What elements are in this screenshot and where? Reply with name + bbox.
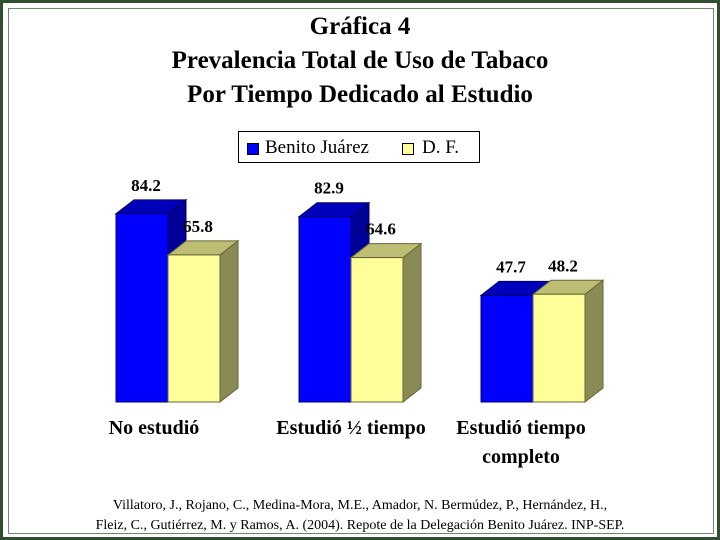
- chart-title-line-3: Por Tiempo Dedicado al Estudio: [187, 81, 533, 108]
- chart-legend: Benito Juárez D. F.: [238, 131, 480, 163]
- category-label-1: No estudió: [109, 417, 200, 439]
- slide-inner-border: [8, 8, 714, 534]
- category-label-3-line-1: Estudió tiempo: [456, 417, 585, 439]
- bar-side-df-2: [402, 242, 422, 404]
- category-label-3-line-2: completo: [482, 446, 560, 468]
- bar-df-3: [532, 293, 586, 403]
- chart-title-line-1: Gráfica 4: [309, 13, 411, 40]
- legend-swatch-benito-juarez: [247, 143, 259, 155]
- data-label-benito-juarez-1: 84.2: [131, 176, 161, 195]
- bar-side-df-3: [584, 279, 604, 404]
- citation-line-1: Villatoro, J., Rojano, C., Medina-Mora, …: [112, 498, 608, 513]
- citation-line-2: Fleiz, C., Gutiérrez, M. y Ramos, A. (20…: [95, 518, 625, 533]
- bar-df-2: [350, 257, 404, 403]
- citation: Villatoro, J., Rojano, C., Medina-Mora, …: [40, 496, 680, 536]
- legend-label-benito-juarez: Benito Juárez: [265, 137, 369, 158]
- data-label-df-2: 64.6: [366, 220, 396, 239]
- bar-side-df-1: [219, 239, 239, 404]
- chart-title-line-2: Prevalencia Total de Uso de Tabaco: [171, 47, 549, 74]
- data-label-df-3: 48.2: [548, 256, 578, 275]
- category-label-2: Estudió ½ tiempo: [276, 417, 425, 439]
- bar-benito-juarez-1: [115, 213, 169, 403]
- bar-benito-juarez-3: [480, 294, 534, 403]
- bar-benito-juarez-2: [298, 216, 352, 403]
- legend-swatch-df: [402, 143, 414, 155]
- legend-label-df: D. F.: [422, 137, 460, 158]
- bar-df-1: [167, 254, 221, 403]
- data-label-df-1: 65.8: [183, 217, 213, 236]
- data-label-benito-juarez-2: 82.9: [314, 179, 344, 198]
- data-label-benito-juarez-3: 47.7: [496, 257, 526, 276]
